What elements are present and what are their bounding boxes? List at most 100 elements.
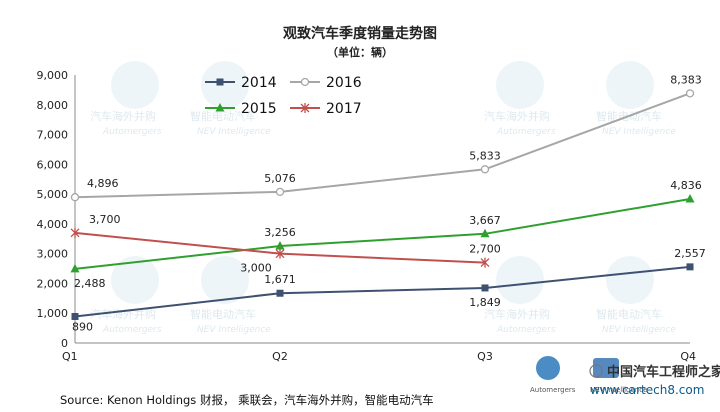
y-tick-label: 4,000	[37, 218, 69, 231]
series-2014: 890 1,671 1,849 2,557	[71, 247, 706, 333]
watermark-layer: 汽车海外并购 Automergers 智能电动汽车 NEV Intelligen…	[90, 61, 676, 335]
nev-logo-icon	[593, 358, 619, 378]
data-label: 1,849	[469, 296, 501, 309]
x-tick-label: Q3	[477, 350, 493, 363]
legend: 2014 2016 2015 2017	[205, 75, 362, 117]
y-tick-label: 5,000	[37, 188, 69, 201]
legend-item-2015: 2015	[205, 101, 277, 117]
legend-item-2016: 2016	[290, 75, 362, 91]
data-point	[71, 312, 79, 320]
chart-title: 观致汽车季度销量走势图	[283, 25, 437, 42]
data-label: 8,383	[670, 73, 702, 86]
data-label: 5,833	[469, 149, 501, 162]
watermark-brand1-en: Automergers	[496, 127, 556, 137]
watermark-logo	[606, 256, 654, 304]
data-label: 3,256	[264, 226, 296, 239]
data-label: 2,700	[469, 243, 501, 256]
watermark-brand1-en: Automergers	[496, 325, 556, 335]
legend-marker	[300, 103, 310, 113]
watermark-brand2-en: NEV Intelligence	[602, 325, 676, 335]
watermark-brand1: 汽车海外并购	[484, 307, 550, 321]
data-label: 4,896	[87, 177, 119, 190]
footer-logo2-label: NEV Intelligence	[590, 386, 647, 394]
site-url: www.cartech8.com	[590, 383, 704, 397]
data-label: 3,667	[469, 214, 501, 227]
data-point	[480, 228, 490, 238]
x-tick-label: Q4	[680, 350, 696, 363]
data-label: 5,076	[264, 172, 296, 185]
y-tick-labels: 0 1,000 2,000 3,000 4,000 5,000 6,000 7,000 8,00…	[37, 69, 69, 350]
watermark-brand2-en: NEV Intelligence	[197, 325, 271, 335]
watermark-logo	[201, 256, 249, 304]
footer-branding: Automergers NEV Intelligence 中国汽车工程师之家 w…	[530, 356, 720, 397]
x-tick-label: Q2	[272, 350, 288, 363]
watermark-logo	[201, 61, 249, 109]
data-label: 3,000	[240, 262, 272, 275]
watermark-logo	[496, 256, 544, 304]
data-point	[275, 187, 285, 196]
y-tick-label: 6,000	[37, 158, 69, 171]
source-note: Source: Kenon Holdings 财报， 乘联会，汽车海外并购，智能…	[60, 393, 434, 407]
watermark-brand1: 汽车海外并购	[484, 109, 550, 123]
watermark-brand2-en: NEV Intelligence	[197, 127, 271, 137]
data-label: 3,700	[89, 213, 121, 226]
y-tick-label: 2,000	[37, 277, 69, 290]
automergers-logo-icon	[536, 356, 560, 380]
legend-label: 2017	[326, 101, 362, 117]
legend-label: 2015	[241, 101, 277, 117]
watermark-logo	[496, 61, 544, 109]
site-name: 中国汽车工程师之家	[607, 364, 720, 380]
legend-marker	[300, 77, 310, 87]
series-line-2015	[74, 198, 691, 270]
y-tick-label: 7,000	[37, 129, 69, 142]
watermark-brand2: 智能电动汽车	[190, 109, 256, 123]
data-point	[275, 248, 285, 259]
watermark-logo	[111, 256, 159, 304]
y-tick-label: 8,000	[37, 99, 69, 112]
series-2017: 3,700 3,000 2,700	[70, 213, 501, 275]
legend-marker	[216, 78, 224, 86]
data-point	[276, 289, 284, 297]
legend-item-2014: 2014	[205, 75, 277, 91]
data-point	[70, 227, 80, 238]
legend-marker	[215, 103, 225, 112]
watermark-brand2: 智能电动汽车	[190, 307, 256, 321]
watermark-brand1: 汽车海外并购	[90, 307, 156, 321]
data-label: 890	[72, 320, 93, 333]
legend-item-2017: 2017	[290, 101, 362, 117]
data-point	[481, 284, 489, 292]
series-2016: 4,896 5,076 5,833 8,383	[70, 73, 702, 202]
x-tick-labels: Q1 Q2 Q3 Q4	[62, 350, 696, 363]
data-point	[686, 263, 694, 271]
chart-subtitle: （单位：辆）	[327, 45, 393, 59]
series-line-2014	[74, 265, 691, 318]
data-label: 1,671	[264, 273, 296, 286]
data-point	[70, 263, 80, 273]
y-tick-label: 9,000	[37, 69, 69, 82]
watermark-brand1-en: Automergers	[102, 127, 162, 137]
watermark-brand2: 智能电动汽车	[596, 307, 662, 321]
data-point	[70, 193, 80, 202]
series-2015: 2,488 3,256 3,667 4,836	[70, 179, 702, 290]
watermark-logo	[606, 61, 654, 109]
data-point	[685, 193, 695, 203]
wechat-icon	[589, 364, 603, 378]
series-layer: 4,896 5,076 5,833 8,383 2,488 3,256 3,667 4,836…	[70, 73, 706, 333]
footer-logo1-label: Automergers	[530, 386, 576, 394]
data-point	[685, 89, 695, 98]
data-point	[480, 165, 490, 174]
data-point	[275, 241, 285, 250]
data-label: 4,836	[670, 179, 702, 192]
legend-label: 2016	[326, 75, 362, 91]
data-label: 2,488	[74, 277, 106, 290]
data-point	[480, 257, 490, 268]
watermark-logo	[111, 61, 159, 109]
legend-label: 2014	[241, 75, 277, 91]
watermark-brand2-en: NEV Intelligence	[602, 127, 676, 137]
x-tick-label: Q1	[62, 350, 78, 363]
series-line-2016	[74, 92, 691, 199]
y-tick-label: 1,000	[37, 307, 69, 320]
data-label: 2,557	[674, 247, 706, 260]
y-tick-label: 3,000	[37, 248, 69, 261]
